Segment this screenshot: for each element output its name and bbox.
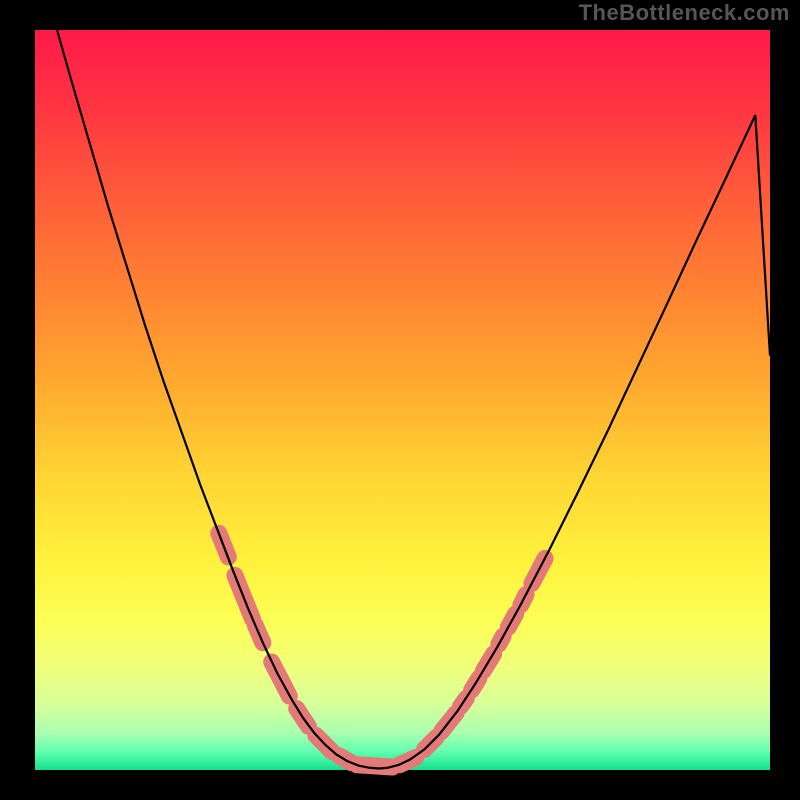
plot-area <box>35 30 770 770</box>
chart-canvas: TheBottleneck.com <box>0 0 800 800</box>
curve-layer <box>35 30 770 770</box>
watermark-text: TheBottleneck.com <box>579 0 790 26</box>
bottleneck-curve <box>57 30 770 769</box>
